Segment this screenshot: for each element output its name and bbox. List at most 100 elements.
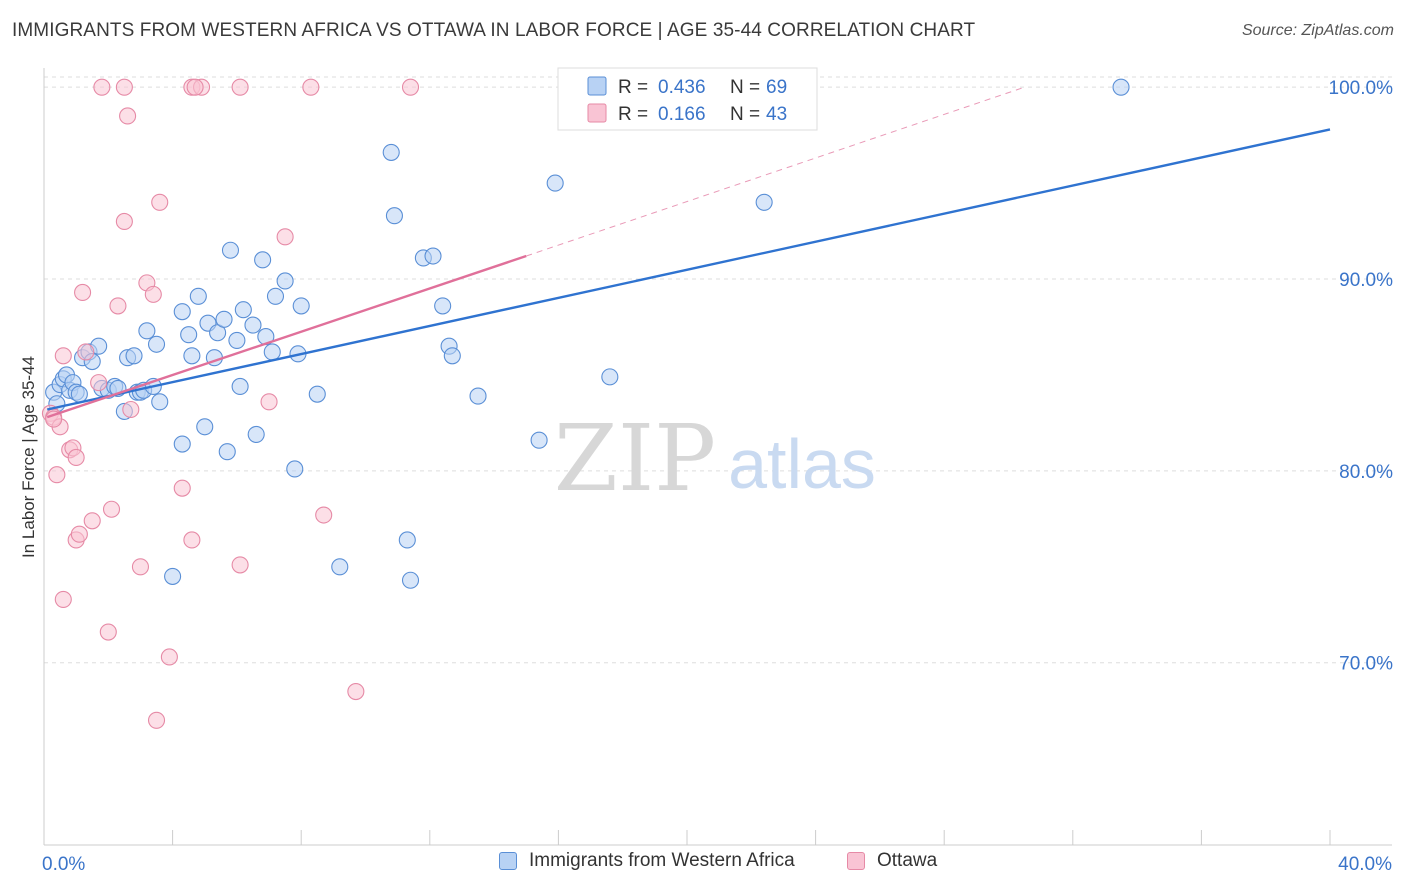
- point-western-africa: [180, 326, 198, 344]
- trend-lines: [46, 86, 1331, 419]
- stats-r-value: 0.166: [658, 104, 706, 125]
- chart-title: IMMIGRANTS FROM WESTERN AFRICA VS OTTAWA…: [12, 20, 976, 41]
- point-ottawa: [183, 531, 201, 549]
- point-western-africa: [247, 425, 265, 443]
- legend-swatch-pink: [847, 852, 865, 870]
- point-ottawa: [99, 623, 117, 641]
- point-ottawa: [144, 285, 162, 303]
- stats-n-value: 43: [766, 104, 787, 125]
- point-western-africa: [530, 431, 548, 449]
- stats-n-value: 69: [766, 77, 787, 98]
- point-western-africa: [196, 418, 214, 436]
- y-tick-label: 100.0%: [1329, 78, 1394, 99]
- point-western-africa: [228, 331, 246, 349]
- point-ottawa: [83, 512, 101, 530]
- tick-labels: 70.0% 80.0% 90.0% 100.0% 0.0% 40.0%: [42, 78, 1393, 875]
- point-western-africa: [1112, 78, 1130, 96]
- point-ottawa: [77, 343, 95, 361]
- point-ottawa: [260, 393, 278, 411]
- gridlines: [44, 76, 1392, 664]
- point-western-africa: [231, 377, 249, 396]
- point-western-africa: [254, 251, 272, 269]
- x-tick-label: 0.0%: [42, 854, 85, 875]
- point-western-africa: [173, 303, 191, 321]
- trend-line-western-africa: [46, 128, 1331, 411]
- point-ottawa: [74, 283, 92, 302]
- stats-r-value: 0.436: [658, 77, 706, 98]
- point-western-africa: [755, 193, 773, 211]
- point-western-africa: [189, 287, 207, 305]
- point-ottawa: [48, 466, 66, 484]
- point-western-africa: [286, 460, 304, 478]
- point-ottawa: [119, 107, 137, 125]
- point-western-africa: [215, 310, 233, 328]
- point-ottawa: [231, 556, 249, 574]
- point-ottawa: [67, 448, 85, 467]
- y-tick-label: 80.0%: [1339, 462, 1393, 483]
- point-ottawa: [115, 78, 133, 96]
- point-ottawa: [70, 525, 88, 543]
- stats-n-label: N =: [730, 104, 760, 125]
- point-ottawa: [122, 400, 140, 419]
- point-western-africa: [234, 301, 252, 319]
- point-ottawa: [102, 500, 121, 518]
- stats-n-label: N =: [730, 77, 760, 98]
- axes: [43, 68, 1392, 846]
- watermark-atlas: atlas: [728, 425, 876, 503]
- point-western-africa: [276, 272, 294, 290]
- point-western-africa: [382, 143, 400, 161]
- point-ottawa: [401, 78, 420, 96]
- point-western-africa: [292, 297, 310, 315]
- point-western-africa: [401, 571, 420, 589]
- stats-swatch: [587, 103, 607, 123]
- point-western-africa: [331, 558, 349, 576]
- watermark-zip: ZIP: [554, 405, 716, 512]
- stats-r-label: R =: [618, 104, 648, 125]
- stats-legend: R = 0.436 N = 69 R = 0.166 N = 43: [557, 67, 818, 131]
- point-western-africa: [424, 247, 442, 265]
- legend-label-western-africa: Immigrants from Western Africa: [529, 850, 795, 871]
- point-ottawa: [93, 78, 111, 96]
- point-western-africa: [443, 347, 461, 365]
- y-axis-label-group: In Labor Force | Age 35-44: [19, 356, 38, 558]
- point-western-africa: [221, 241, 240, 259]
- stats-swatch: [587, 76, 607, 96]
- point-ottawa: [54, 590, 72, 608]
- x-tick-label: 40.0%: [1338, 854, 1392, 875]
- point-ottawa: [302, 78, 320, 96]
- point-western-africa: [469, 387, 487, 405]
- point-western-africa: [263, 343, 281, 361]
- legend-item-western-africa[interactable]: Immigrants from Western Africa: [499, 850, 795, 872]
- point-western-africa: [546, 174, 564, 192]
- y-axis-label: In Labor Force | Age 35-44: [19, 356, 38, 558]
- watermark: ZIP atlas: [554, 405, 876, 512]
- point-ottawa: [347, 682, 365, 701]
- legend-item-ottawa[interactable]: Ottawa: [847, 850, 937, 872]
- point-western-africa: [151, 393, 169, 411]
- stats-r-label: R =: [618, 77, 648, 98]
- point-ottawa: [151, 193, 169, 211]
- point-ottawa: [231, 78, 249, 96]
- trend-line-ottawa: [46, 254, 527, 419]
- point-ottawa: [276, 228, 294, 246]
- point-ottawa: [109, 297, 127, 315]
- point-western-africa: [164, 567, 182, 585]
- series-legend: Immigrants from Western Africa Ottawa: [0, 850, 1406, 880]
- point-western-africa: [147, 335, 166, 353]
- point-western-africa: [70, 385, 88, 403]
- point-western-africa: [266, 287, 285, 305]
- source-attribution: Source: ZipAtlas.com: [1241, 22, 1394, 39]
- y-tick-label: 90.0%: [1339, 270, 1393, 291]
- point-ottawa: [54, 347, 72, 365]
- point-western-africa: [308, 385, 326, 403]
- point-western-africa: [183, 347, 201, 365]
- y-tick-label: 70.0%: [1339, 654, 1393, 675]
- point-western-africa: [218, 443, 236, 461]
- data-points: [41, 78, 1130, 729]
- point-western-africa: [125, 347, 143, 365]
- point-western-africa: [398, 531, 416, 549]
- point-ottawa: [186, 78, 204, 96]
- point-western-africa: [601, 368, 619, 386]
- point-ottawa: [115, 212, 133, 231]
